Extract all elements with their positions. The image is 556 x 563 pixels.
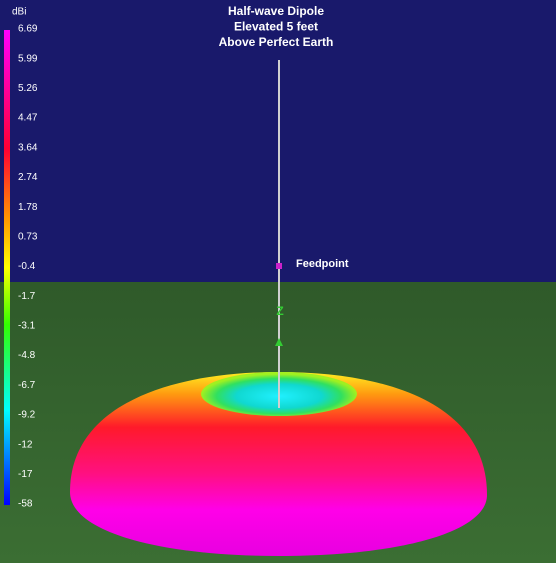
title-line: Half-wave Dipole: [228, 4, 324, 18]
scale-label: -4.8: [18, 350, 36, 361]
scale-label: -3.1: [18, 321, 36, 332]
axis-arrow: [275, 338, 283, 346]
scale-label: -17: [18, 469, 33, 480]
scale-label: -6.7: [18, 380, 36, 391]
scale-label: -12: [18, 439, 33, 450]
feedpoint-label: Feedpoint: [296, 258, 349, 270]
scale-label: 4.47: [18, 113, 38, 124]
scale-label: 3.64: [18, 142, 38, 153]
radiation-pattern: [70, 372, 487, 556]
scale-label: -9.2: [18, 410, 36, 421]
scale-label: 0.73: [18, 231, 38, 242]
scale-label: 2.74: [18, 172, 38, 183]
scale-unit: dBi: [12, 7, 26, 18]
scale-label: -58: [18, 499, 33, 510]
scale-label: 1.78: [18, 202, 38, 213]
feedpoint-marker: [276, 263, 282, 269]
scale-label: 5.26: [18, 83, 38, 94]
scale-label: -1.7: [18, 291, 36, 302]
title-line: Above Perfect Earth: [219, 35, 334, 49]
scale-label: 5.99: [18, 53, 38, 64]
title-line: Elevated 5 feet: [234, 20, 318, 34]
axis-label: Z: [276, 304, 283, 318]
scale-label: 6.69: [18, 24, 38, 35]
scale-label: -0.4: [18, 261, 36, 272]
color-scale: [4, 30, 10, 505]
